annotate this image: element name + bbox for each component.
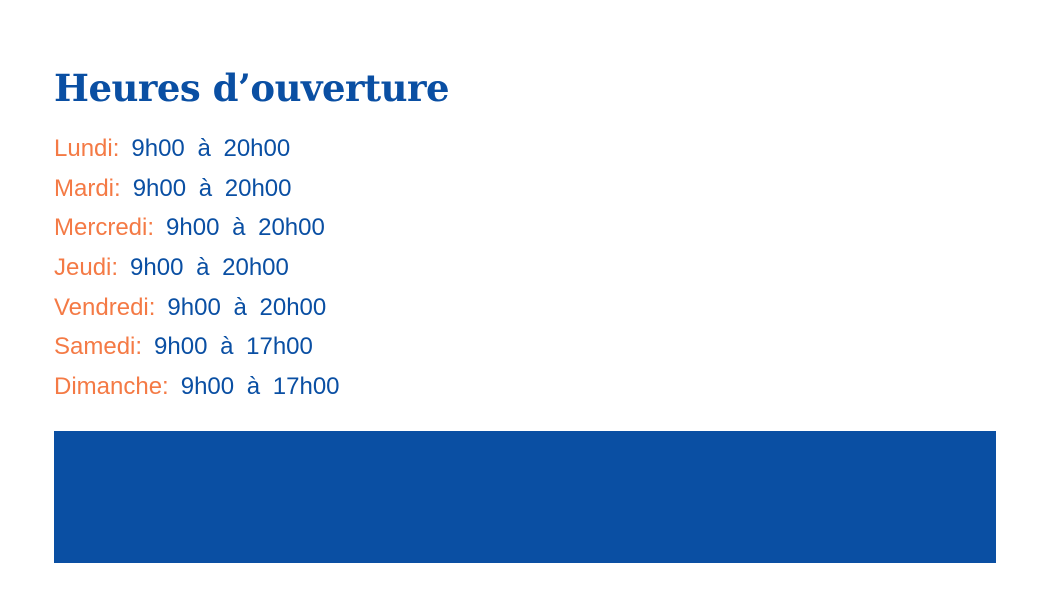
time-range: 9h00 à 17h00 xyxy=(180,373,340,401)
day-label: Samedi: xyxy=(54,333,143,361)
day-label: Lundi: xyxy=(54,135,120,162)
hours-row-saturday: Samedi: 9h00 à 17h00 xyxy=(54,330,340,370)
time-range: 9h00 à 20h00 xyxy=(131,135,291,162)
blue-banner xyxy=(54,431,996,563)
day-label: Jeudi: xyxy=(54,254,119,282)
hours-row-wednesday: Mercredi: 9h00 à 20h00 xyxy=(54,211,340,251)
time-range: 9h00 à 20h00 xyxy=(132,174,292,202)
hours-row-monday: Lundi: 9h00 à 20h00 xyxy=(54,132,340,172)
day-label: Vendredi: xyxy=(54,293,156,321)
hours-row-thursday: Jeudi: 9h00 à 20h00 xyxy=(54,251,340,291)
time-range: 9h00 à 20h00 xyxy=(130,254,289,282)
opening-hours-list: Lundi: 9h00 à 20h00 Mardi: 9h00 à 20h00 Me… xyxy=(54,132,340,410)
time-range: 9h00 à 20h00 xyxy=(167,293,327,321)
hours-row-friday: Vendredi: 9h00 à 20h00 xyxy=(54,291,340,331)
day-label: Mercredi: xyxy=(54,214,155,242)
time-range: 9h00 à 20h00 xyxy=(166,214,325,242)
day-label: Dimanche: xyxy=(54,373,169,401)
page-title: Heures d’ouverture xyxy=(54,66,450,110)
time-range: 9h00 à 17h00 xyxy=(154,333,313,361)
hours-row-tuesday: Mardi: 9h00 à 20h00 xyxy=(54,172,340,212)
hours-row-sunday: Dimanche: 9h00 à 17h00 xyxy=(54,370,340,410)
day-label: Mardi: xyxy=(54,174,121,202)
